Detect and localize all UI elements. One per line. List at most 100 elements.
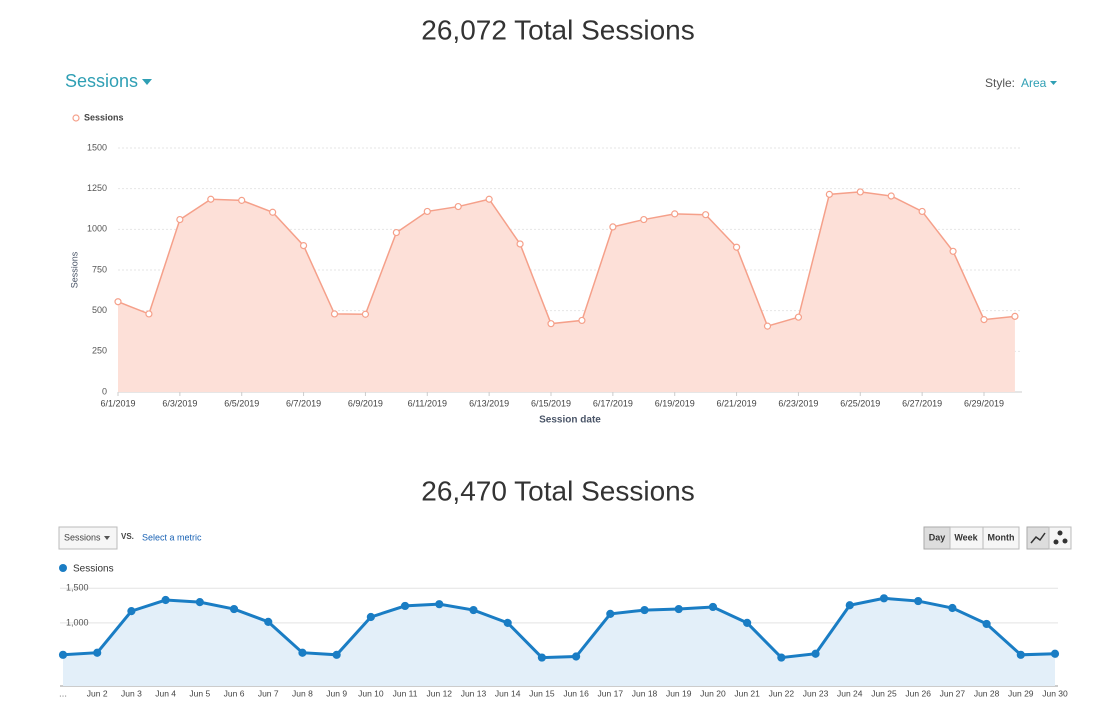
x-tick-label: 6/25/2019 bbox=[840, 398, 880, 408]
legend-label: Sessions bbox=[73, 564, 114, 575]
x-tick-label: Jun 27 bbox=[940, 688, 966, 698]
metric-select-label: Sessions bbox=[64, 532, 101, 542]
x-tick-label: Jun 24 bbox=[837, 688, 863, 698]
point bbox=[58, 650, 68, 659]
point bbox=[238, 196, 246, 204]
metric-select[interactable] bbox=[58, 526, 118, 550]
legend-label: Sessions bbox=[84, 112, 124, 122]
x-tick-label: Jun 2 bbox=[87, 688, 108, 698]
point bbox=[980, 316, 988, 324]
point bbox=[609, 223, 617, 231]
y-tick-label: 1,500 bbox=[66, 583, 89, 593]
day-button[interactable]: Day bbox=[929, 532, 946, 542]
style-dropdown[interactable]: Area bbox=[1021, 76, 1047, 90]
icon bbox=[1062, 538, 1068, 544]
y-tick-label: 1500 bbox=[87, 142, 107, 152]
point bbox=[948, 603, 957, 613]
x-tick-label: Jun 18 bbox=[632, 688, 658, 698]
area bbox=[63, 598, 1055, 686]
style-label: Style: bbox=[985, 76, 1015, 90]
metric-dropdown[interactable]: Sessions bbox=[65, 71, 138, 91]
point bbox=[640, 605, 649, 615]
point bbox=[887, 192, 895, 200]
x-axis-label: Session date bbox=[539, 415, 601, 426]
point bbox=[702, 211, 710, 219]
point bbox=[914, 596, 923, 606]
point bbox=[743, 618, 752, 628]
x-tick-label: 6/13/2019 bbox=[469, 398, 509, 408]
point bbox=[606, 609, 615, 618]
x-tick-label: Jun 29 bbox=[1008, 688, 1034, 698]
point bbox=[674, 604, 683, 614]
point bbox=[1050, 649, 1060, 658]
x-tick-label: 6/9/2019 bbox=[348, 398, 383, 408]
x-tick-label: Jun 13 bbox=[461, 688, 487, 698]
point bbox=[127, 607, 136, 616]
x-tick-label: 6/15/2019 bbox=[531, 398, 571, 408]
x-tick-label: Jun 6 bbox=[224, 688, 245, 698]
x-tick-label: Jun 9 bbox=[326, 688, 347, 698]
x-tick-label: Jun 30 bbox=[1042, 688, 1068, 698]
point bbox=[578, 316, 586, 325]
point bbox=[516, 240, 524, 248]
point bbox=[93, 648, 102, 657]
point bbox=[299, 242, 308, 250]
icon bbox=[1053, 539, 1059, 545]
area bbox=[118, 191, 1015, 392]
point bbox=[485, 195, 493, 203]
x-tick-label: Jun 17 bbox=[598, 688, 624, 698]
x-tick-label: Jun 5 bbox=[189, 688, 210, 698]
icon bbox=[1057, 530, 1063, 536]
x-tick-label: Jun 19 bbox=[666, 688, 692, 698]
point bbox=[454, 202, 462, 211]
x-tick-label: Jun 7 bbox=[258, 688, 279, 698]
x-tick-label: 6/11/2019 bbox=[408, 398, 447, 408]
y-tick-label: 1000 bbox=[87, 224, 107, 234]
week-button[interactable]: Week bbox=[954, 532, 978, 542]
point bbox=[114, 298, 122, 306]
x-tick-label: 6/1/2019 bbox=[100, 398, 135, 408]
point bbox=[671, 210, 679, 218]
line bbox=[62, 596, 1056, 660]
point bbox=[469, 605, 478, 615]
point bbox=[176, 215, 184, 224]
x-tick-label: 6/5/2019 bbox=[224, 398, 259, 408]
line bbox=[117, 191, 1016, 328]
month-button[interactable]: Month bbox=[988, 532, 1015, 542]
point bbox=[982, 619, 991, 629]
icon bbox=[1030, 532, 1046, 544]
x-tick-label: Jun 20 bbox=[700, 688, 726, 698]
y-tick-label: 1250 bbox=[87, 183, 107, 193]
y-tick-label: 1,000 bbox=[66, 617, 89, 627]
y-tick-label: 250 bbox=[92, 346, 107, 356]
legend-marker bbox=[72, 114, 80, 122]
x-tick-label: Jun 4 bbox=[155, 688, 176, 698]
point bbox=[366, 612, 375, 622]
x-tick-label: 6/7/2019 bbox=[286, 398, 321, 408]
y-axis-label: Sessions bbox=[69, 251, 79, 288]
point bbox=[332, 650, 341, 659]
x-tick-label: Jun 10 bbox=[358, 688, 384, 698]
x-tick-label: Jun 28 bbox=[974, 688, 1000, 698]
x-tick-label: Jun 8 bbox=[292, 688, 313, 698]
point bbox=[640, 215, 648, 224]
motion-chart-button[interactable] bbox=[1048, 526, 1072, 550]
point bbox=[361, 310, 370, 318]
vs-label: VS. bbox=[121, 532, 134, 541]
select-metric-link[interactable]: Select a metric bbox=[142, 532, 202, 542]
y-tick-label: 0 bbox=[102, 386, 107, 396]
point bbox=[269, 208, 277, 216]
y-tick-label: 750 bbox=[92, 264, 107, 274]
y-tick-label: 500 bbox=[92, 305, 107, 315]
point bbox=[400, 601, 410, 611]
point bbox=[298, 648, 307, 657]
point bbox=[708, 602, 718, 612]
point bbox=[1016, 650, 1025, 659]
point bbox=[1011, 312, 1019, 320]
point bbox=[229, 604, 239, 614]
x-tick-label: 6/23/2019 bbox=[778, 398, 818, 408]
x-tick-label: Jun 3 bbox=[121, 688, 142, 698]
point bbox=[161, 595, 170, 605]
point bbox=[392, 228, 400, 237]
x-tick-label: 6/27/2019 bbox=[902, 398, 942, 408]
